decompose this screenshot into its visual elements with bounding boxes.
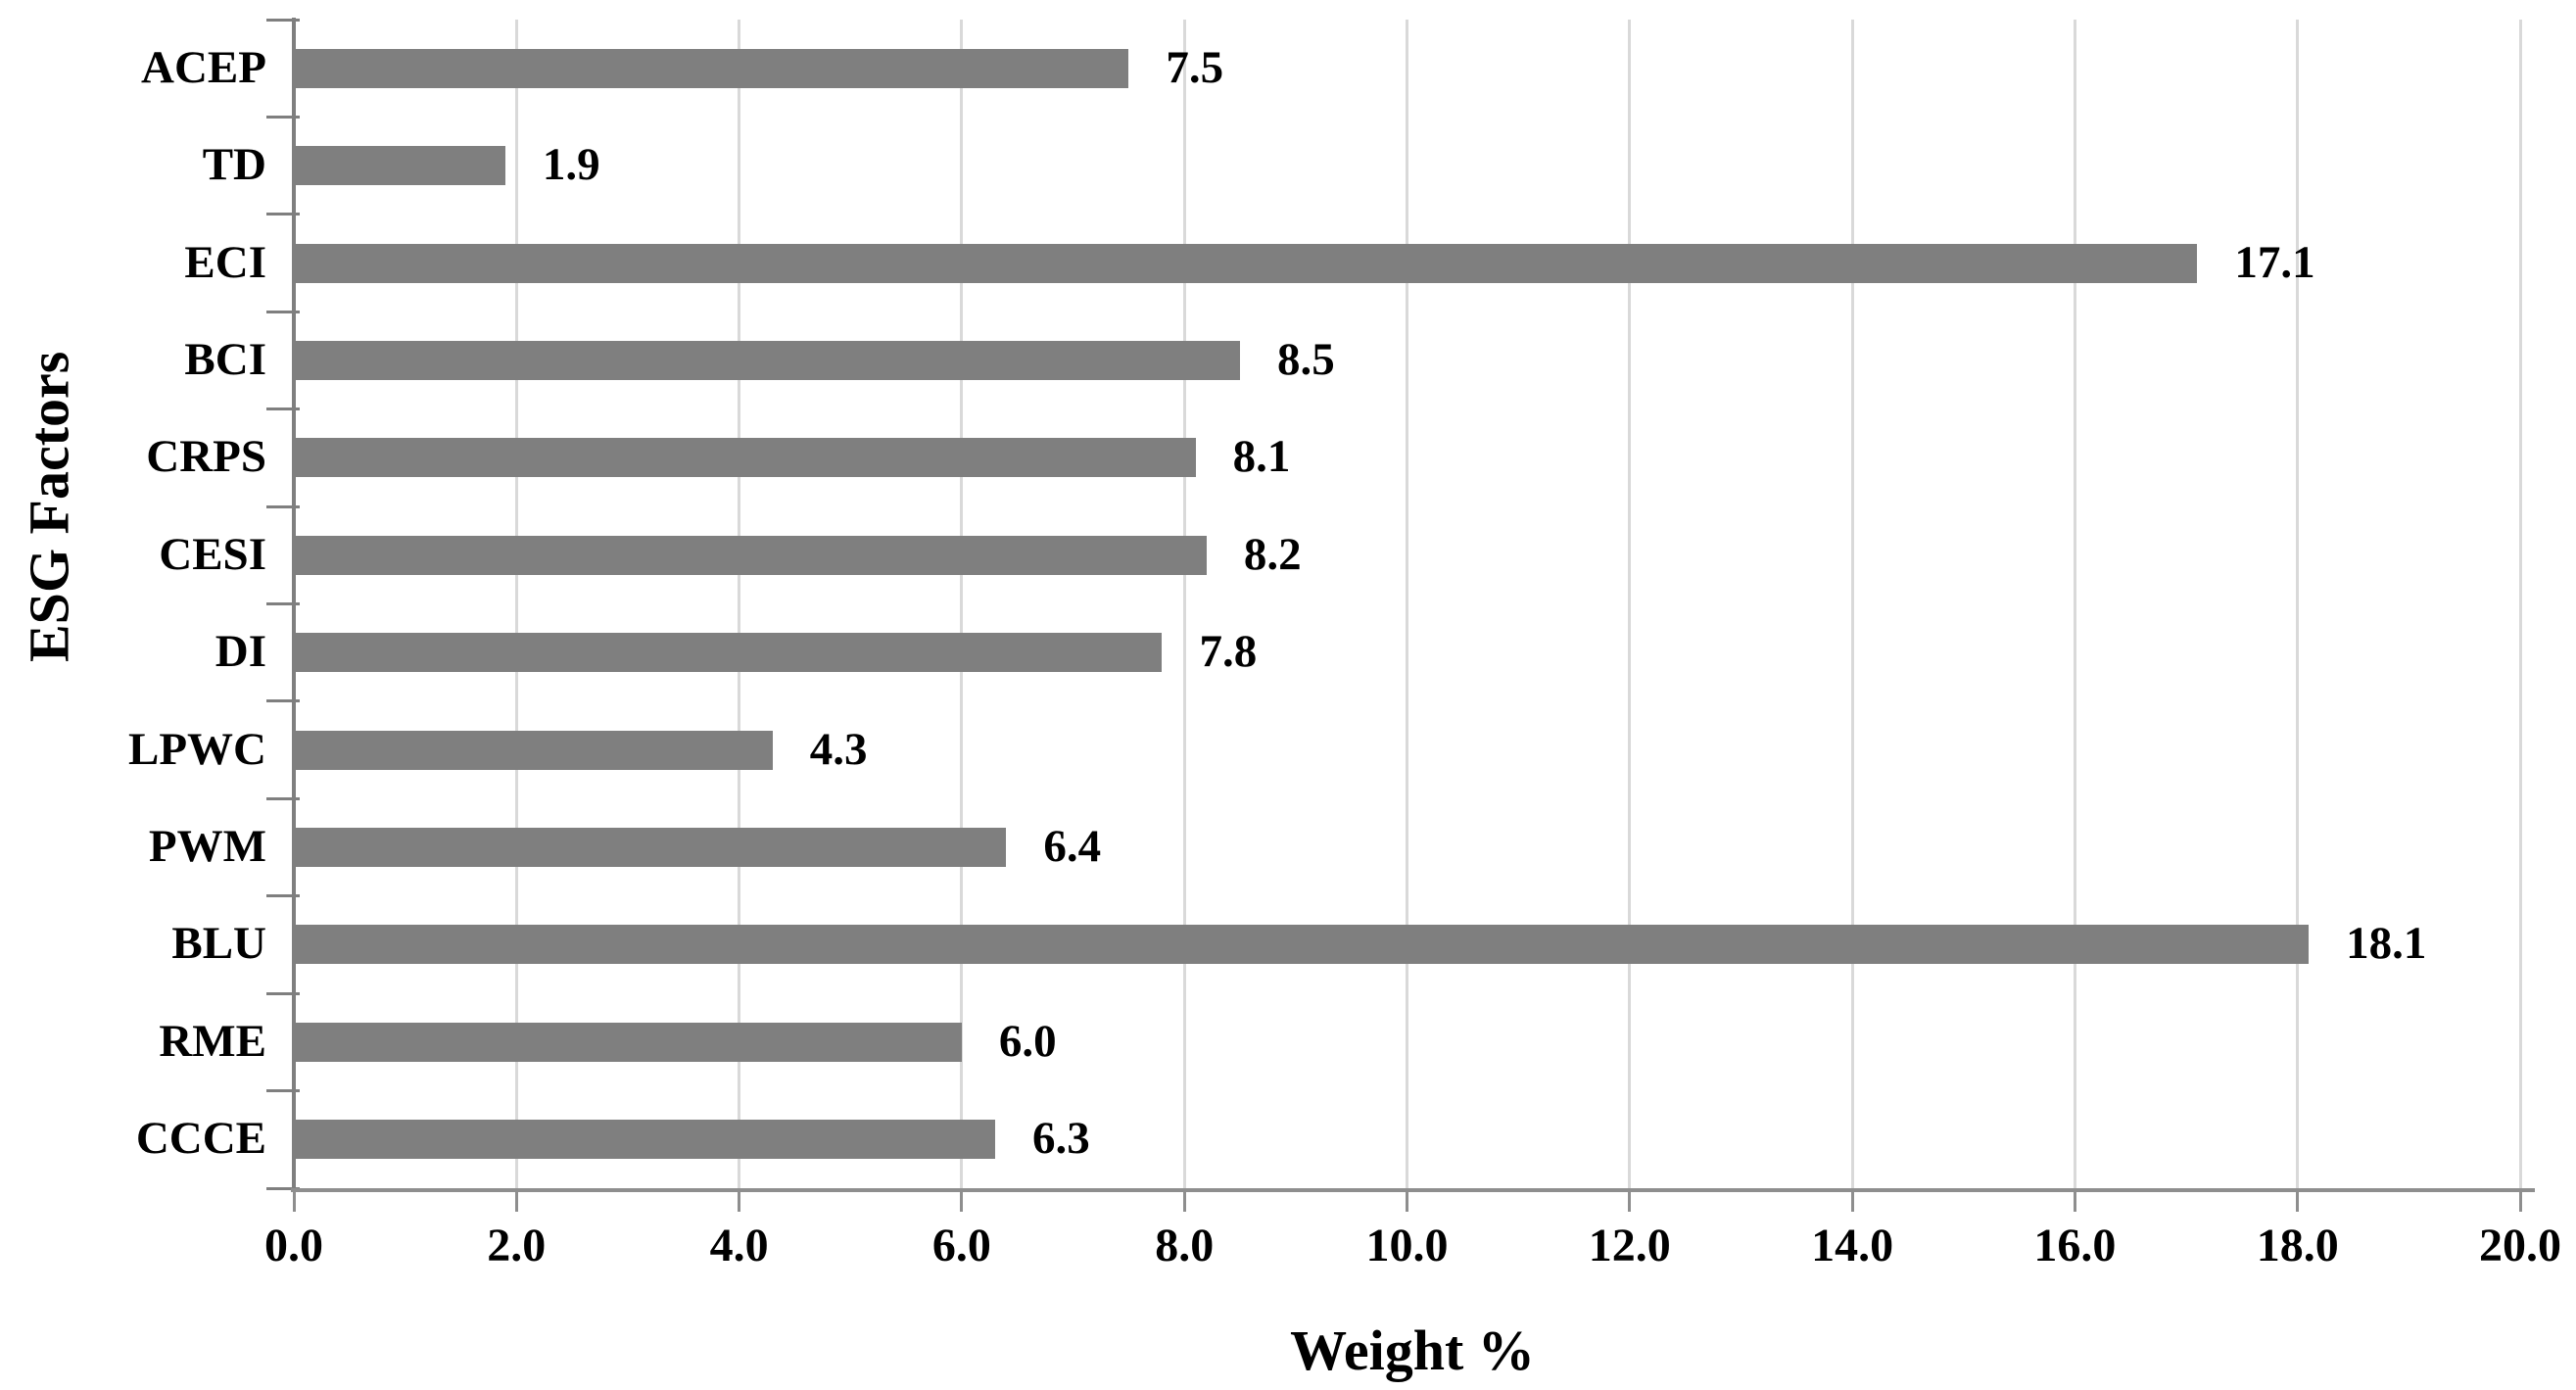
y-axis-tick bbox=[266, 699, 300, 703]
bar-lpwc bbox=[294, 730, 773, 770]
gridline bbox=[1406, 20, 1408, 1188]
category-label: PWM bbox=[148, 821, 266, 873]
category-label: CESI bbox=[159, 528, 266, 580]
bar-value-label: 8.1 bbox=[1232, 431, 1291, 483]
y-axis-tick bbox=[266, 1186, 300, 1190]
gridline bbox=[960, 20, 964, 1188]
y-axis-tick bbox=[266, 796, 300, 800]
bar-value-label: 6.3 bbox=[1031, 1113, 1090, 1165]
x-axis-tick bbox=[2518, 1188, 2522, 1212]
gridline bbox=[1628, 20, 1632, 1188]
x-axis-tick bbox=[960, 1188, 964, 1212]
bar-acep bbox=[294, 48, 1129, 88]
bar-cesi bbox=[294, 535, 1207, 575]
category-label: BCI bbox=[184, 333, 266, 385]
bar-value-label: 17.1 bbox=[2234, 236, 2315, 288]
y-axis-tick bbox=[266, 115, 300, 119]
x-axis-tick bbox=[292, 1188, 296, 1212]
gridline bbox=[1850, 20, 1854, 1188]
category-label: LPWC bbox=[128, 723, 266, 775]
x-axis-tick bbox=[1628, 1188, 1632, 1212]
bar-rme bbox=[294, 1022, 962, 1062]
y-axis-line bbox=[292, 18, 296, 1192]
y-axis-tick bbox=[266, 504, 300, 508]
y-axis-tick bbox=[266, 991, 300, 995]
gridline bbox=[738, 20, 741, 1188]
x-axis-tick bbox=[514, 1188, 518, 1212]
bar-value-label: 6.0 bbox=[998, 1015, 1057, 1067]
bar-value-label: 7.8 bbox=[1199, 626, 1258, 678]
bar-eci bbox=[294, 243, 2198, 283]
y-axis-tick bbox=[266, 310, 300, 313]
x-axis-tick-label: 20.0 bbox=[2479, 1220, 2561, 1271]
bar-value-label: 18.1 bbox=[2346, 918, 2427, 970]
y-axis-tick bbox=[266, 602, 300, 605]
x-axis-tick-label: 2.0 bbox=[487, 1220, 547, 1271]
x-axis-tick bbox=[1182, 1188, 1186, 1212]
x-axis-tick-label: 0.0 bbox=[264, 1220, 323, 1271]
x-axis-tick-label: 14.0 bbox=[1811, 1220, 1894, 1271]
gridline bbox=[2296, 20, 2300, 1188]
y-axis-tick bbox=[266, 1089, 300, 1093]
gridline bbox=[514, 20, 518, 1188]
x-axis-tick bbox=[2296, 1188, 2300, 1212]
x-axis-line bbox=[291, 1188, 2535, 1192]
bar-value-label: 4.3 bbox=[809, 723, 868, 775]
x-axis-tick-label: 10.0 bbox=[1365, 1220, 1449, 1271]
category-label: BLU bbox=[171, 918, 266, 970]
y-axis-tick bbox=[266, 213, 300, 216]
x-axis-tick-label: 6.0 bbox=[931, 1220, 991, 1271]
category-label: RME bbox=[159, 1015, 266, 1067]
bar-di bbox=[294, 633, 1163, 673]
gridline bbox=[2073, 20, 2076, 1188]
bar-bci bbox=[294, 340, 1241, 380]
category-label: ACEP bbox=[141, 41, 266, 93]
gridline bbox=[2518, 20, 2522, 1188]
bar-value-label: 8.2 bbox=[1243, 528, 1302, 580]
x-axis-tick bbox=[2073, 1188, 2076, 1212]
bar-td bbox=[294, 146, 505, 186]
x-axis-tick bbox=[738, 1188, 741, 1212]
x-axis-tick-label: 16.0 bbox=[2033, 1220, 2117, 1271]
bar-pwm bbox=[294, 828, 1007, 868]
category-label: CRPS bbox=[146, 431, 266, 483]
x-axis-title: Weight % bbox=[1290, 1318, 1535, 1382]
y-axis-tick bbox=[266, 407, 300, 411]
bar-value-label: 8.5 bbox=[1277, 333, 1335, 385]
y-axis-tick bbox=[266, 894, 300, 898]
category-label: ECI bbox=[184, 236, 266, 288]
y-axis-tick bbox=[266, 18, 300, 22]
x-axis-tick-label: 12.0 bbox=[1588, 1220, 1671, 1271]
category-label: CCCE bbox=[135, 1113, 266, 1165]
x-axis-tick-label: 8.0 bbox=[1155, 1220, 1215, 1271]
category-label: DI bbox=[215, 626, 266, 678]
gridline bbox=[1182, 20, 1186, 1188]
bar-value-label: 7.5 bbox=[1166, 41, 1224, 93]
bar-ccce bbox=[294, 1120, 995, 1160]
x-axis-tick-label: 4.0 bbox=[709, 1220, 769, 1271]
bar-value-label: 1.9 bbox=[542, 139, 600, 191]
x-axis-tick-label: 18.0 bbox=[2256, 1220, 2339, 1271]
category-label: TD bbox=[202, 139, 266, 191]
bar-crps bbox=[294, 438, 1196, 478]
bar-blu bbox=[294, 925, 2310, 965]
bar-value-label: 6.4 bbox=[1043, 821, 1102, 873]
x-axis-tick bbox=[1850, 1188, 1854, 1212]
x-axis-tick bbox=[1406, 1188, 1408, 1212]
